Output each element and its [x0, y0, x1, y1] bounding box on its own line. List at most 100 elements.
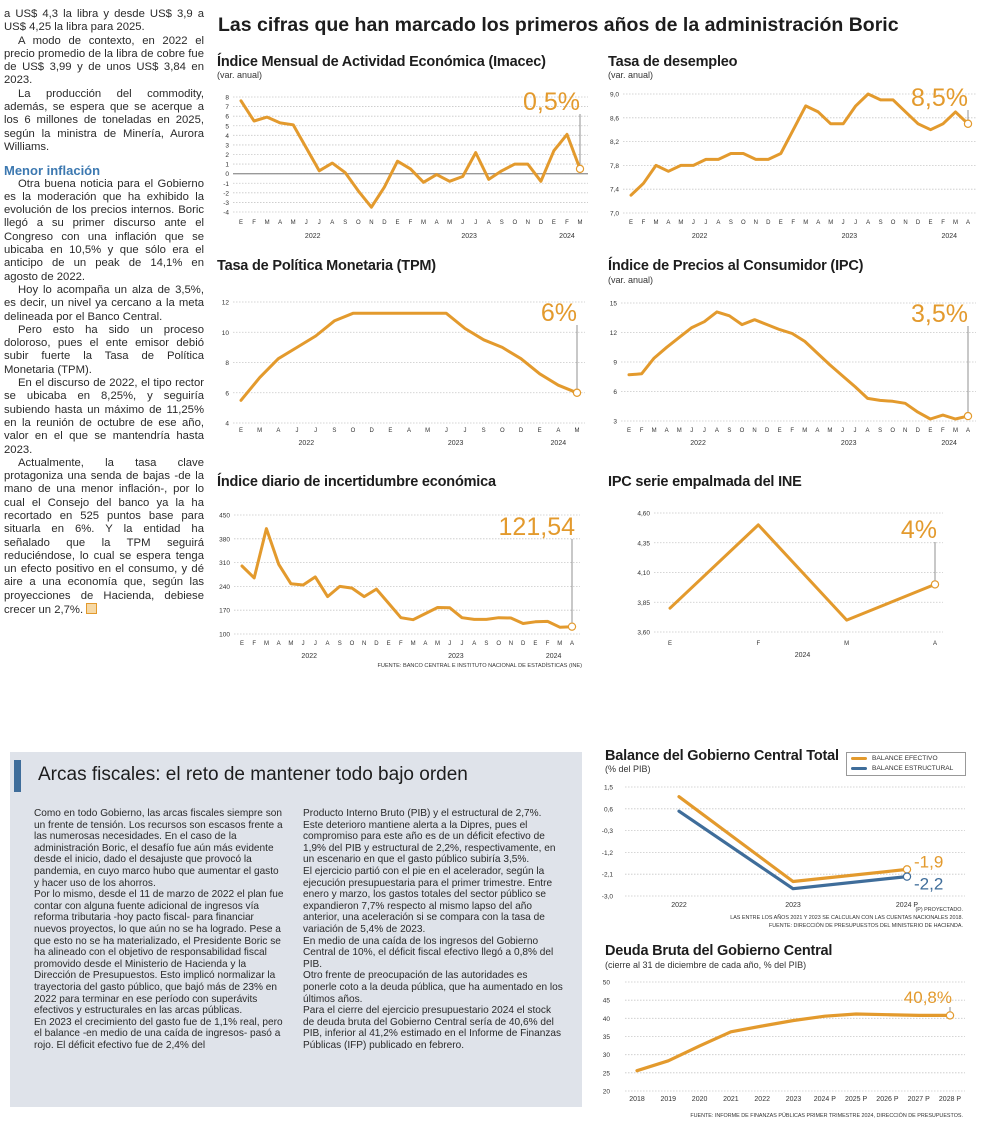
- x-tick-label: E: [388, 428, 392, 434]
- x-tick-label: 2024 P: [814, 1096, 837, 1103]
- year-label: 2023: [448, 440, 464, 447]
- y-tick-label: 240: [219, 584, 230, 591]
- x-tick-label: E: [668, 641, 672, 647]
- x-tick-label: F: [791, 220, 795, 226]
- x-tick-label: J: [690, 428, 693, 434]
- last-point-marker: [575, 164, 585, 174]
- chart-0: 8 7 6 5 4 3 2 1 0 -1 -2 -3 -4 E F M A M J J A S O N D E F M A M J J A S O N…: [223, 88, 588, 240]
- x-tick-label: A: [487, 220, 491, 226]
- last-point-marker: [963, 119, 973, 128]
- paragraph: En medio de una caída de los ingresos de…: [303, 935, 554, 970]
- fiscal-section-box: [10, 752, 582, 1107]
- paragraph: Pero esto ha sido un proceso doloroso, p…: [4, 323, 204, 376]
- y-tick-label: 2: [225, 152, 229, 159]
- year-label: 2024: [941, 440, 957, 447]
- subheading: Menor inflación: [4, 163, 101, 179]
- year-label: 2022: [301, 653, 317, 660]
- y-tick-label: 6: [225, 114, 229, 121]
- fiscal-text-column-1: Como en todo Gobierno, las arcas fiscale…: [34, 808, 286, 1051]
- year-label: 2023: [448, 653, 464, 660]
- y-tick-label: -4: [223, 210, 229, 217]
- legend-label: BALANCE EFECTIVO: [872, 754, 938, 762]
- x-tick-label: M: [411, 641, 416, 647]
- paragraph: Otro frente de preocupación de las autor…: [303, 970, 563, 1005]
- x-tick-label: 2020: [692, 1096, 708, 1103]
- x-tick-label: S: [878, 428, 882, 434]
- x-tick-label: E: [779, 220, 783, 226]
- x-tick-label: A: [570, 641, 574, 647]
- chart-note: LAS ENTRE LOS AÑOS 2021 Y 2023 SE CALCUL…: [730, 914, 963, 921]
- y-tick-label: 12: [222, 300, 230, 307]
- chart-1: 9,0 8,6 8,2 7,8 7,4 7,0 E F M A M J J A S O N D E F M A M J J A S O…: [610, 84, 976, 240]
- legend-item-estructural: BALANCE ESTRUCTURAL: [847, 763, 965, 773]
- y-tick-label: 310: [219, 560, 230, 567]
- y-tick-label: -2: [223, 190, 229, 197]
- y-tick-label: 4,60: [637, 511, 650, 518]
- y-tick-label: -1: [223, 181, 229, 188]
- last-point-marker: [945, 1011, 955, 1020]
- y-tick-label: 9,0: [610, 92, 619, 99]
- x-tick-label: N: [752, 428, 756, 434]
- chart-note: FUENTE: DIRECCIÓN DE PRESUPUESTOS DEL MI…: [769, 922, 963, 929]
- x-tick-label: D: [369, 428, 374, 434]
- x-tick-label: M: [953, 428, 958, 434]
- x-tick-label: A: [330, 220, 334, 226]
- y-tick-label: 1: [225, 162, 229, 169]
- chart-note: FUENTE: INFORME DE FINANZAS PÚBLICAS PRI…: [690, 1112, 963, 1119]
- chart-title: Tasa de Política Monetaria (TPM): [217, 258, 436, 274]
- paragraph: Hoy lo acompaña un alza de 3,5%, es deci…: [4, 283, 204, 323]
- x-tick-label: J: [704, 220, 707, 226]
- y-tick-label: 6: [613, 389, 617, 396]
- x-tick-label: 2024 P: [896, 902, 919, 909]
- y-tick-label: 0: [225, 171, 229, 178]
- year-label: 2024: [546, 653, 562, 660]
- y-tick-label: 4: [225, 133, 229, 140]
- x-tick-label: J: [703, 428, 706, 434]
- x-tick-label: E: [239, 220, 243, 226]
- last-point-marker: [902, 865, 912, 874]
- x-tick-label: 2025 P: [845, 1096, 868, 1103]
- x-tick-label: D: [519, 428, 524, 434]
- x-tick-label: J: [318, 220, 321, 226]
- series-line: [240, 527, 574, 629]
- x-tick-label: J: [692, 220, 695, 226]
- x-tick-label: 2018: [629, 1096, 645, 1103]
- y-tick-label: 50: [603, 980, 611, 987]
- x-tick-label: N: [509, 641, 513, 647]
- x-tick-label: F: [756, 641, 760, 647]
- x-tick-label: E: [538, 428, 542, 434]
- x-tick-label: E: [778, 428, 782, 434]
- x-tick-label: N: [369, 220, 373, 226]
- x-tick-label: A: [326, 641, 330, 647]
- paragraph: El ejercicio partió con el pie en el ace…: [303, 865, 553, 935]
- y-tick-label: -2,1: [602, 872, 614, 879]
- x-tick-label: A: [665, 428, 669, 434]
- chart-title: IPC serie empalmada del INE: [608, 474, 802, 490]
- x-tick-label: D: [766, 220, 771, 226]
- x-tick-label: M: [264, 641, 269, 647]
- x-tick-label: 2023: [786, 1096, 802, 1103]
- year-label: 2023: [842, 233, 858, 240]
- y-tick-label: 10: [222, 330, 230, 337]
- x-tick-label: M: [447, 220, 452, 226]
- series-line: [635, 1012, 952, 1073]
- chart-title: Deuda Bruta del Gobierno Central: [605, 943, 833, 959]
- x-tick-label: E: [929, 220, 933, 226]
- legend-label: BALANCE ESTRUCTURAL: [872, 764, 954, 772]
- end-of-article-icon: [86, 603, 98, 615]
- x-tick-label: O: [351, 428, 356, 434]
- chart-subtitle: (cierre al 31 de diciembre de cada año, …: [605, 960, 807, 970]
- x-tick-label: D: [382, 220, 387, 226]
- x-tick-label: 2019: [661, 1096, 677, 1103]
- x-tick-label: O: [350, 641, 355, 647]
- x-tick-label: E: [552, 220, 556, 226]
- x-tick-label: A: [472, 641, 476, 647]
- y-tick-label: 25: [603, 1070, 611, 1077]
- x-tick-label: E: [629, 220, 633, 226]
- x-tick-label: E: [928, 428, 932, 434]
- chart-subtitle: (var. anual): [608, 275, 654, 285]
- x-tick-label: F: [941, 220, 945, 226]
- x-tick-label: J: [314, 641, 317, 647]
- x-tick-label: A: [666, 220, 670, 226]
- chart-7: 50 45 40 35 30 25 20 2018 2019 2020 2021 2022 2023 20…: [603, 980, 965, 1119]
